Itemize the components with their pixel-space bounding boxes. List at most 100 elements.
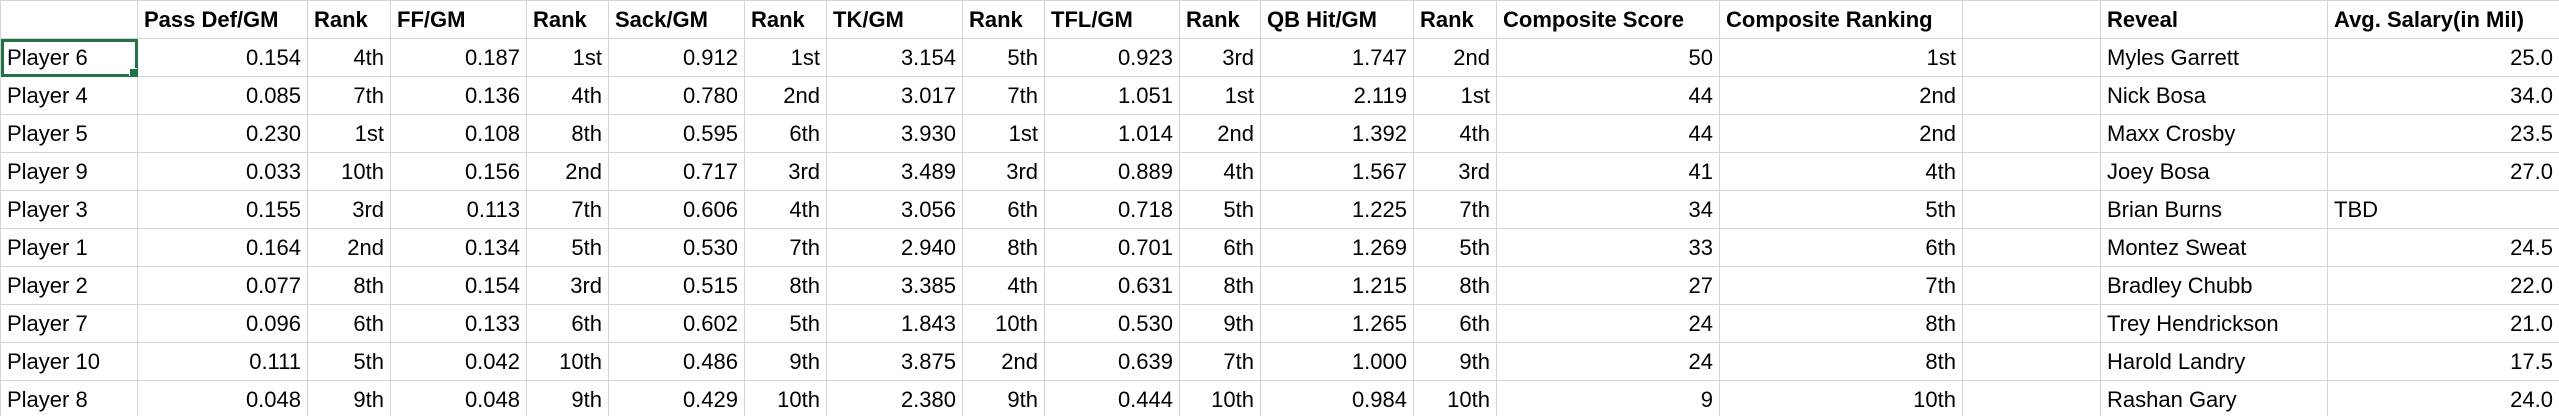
table-cell[interactable]: 3.385 bbox=[826, 266, 963, 305]
table-cell[interactable]: 3.875 bbox=[826, 342, 963, 381]
table-cell[interactable] bbox=[1962, 76, 2101, 115]
table-cell[interactable] bbox=[1962, 190, 2101, 229]
table-cell[interactable]: 7th bbox=[526, 190, 609, 229]
table-cell[interactable]: 0.134 bbox=[390, 228, 527, 267]
table-cell[interactable]: Montez Sweat bbox=[2100, 228, 2328, 267]
header-cell[interactable]: Reveal bbox=[2100, 0, 2328, 39]
table-cell[interactable]: 24 bbox=[1496, 342, 1720, 381]
table-cell[interactable]: 0.113 bbox=[390, 190, 527, 229]
table-cell[interactable]: 0.048 bbox=[137, 380, 308, 416]
table-cell[interactable]: 0.111 bbox=[137, 342, 308, 381]
table-cell[interactable]: 7th bbox=[1179, 342, 1261, 381]
table-cell[interactable]: Brian Burns bbox=[2100, 190, 2328, 229]
table-cell[interactable]: 0.155 bbox=[137, 190, 308, 229]
table-cell[interactable]: 9th bbox=[1179, 304, 1261, 343]
table-cell[interactable]: 7th bbox=[962, 76, 1045, 115]
table-cell[interactable]: Trey Hendrickson bbox=[2100, 304, 2328, 343]
table-cell[interactable]: 24 bbox=[1496, 304, 1720, 343]
table-cell[interactable]: 1.051 bbox=[1044, 76, 1180, 115]
table-cell[interactable]: 0.048 bbox=[390, 380, 527, 416]
table-cell[interactable]: 0.606 bbox=[608, 190, 745, 229]
table-cell[interactable]: 8th bbox=[744, 266, 827, 305]
table-cell[interactable]: 8th bbox=[962, 228, 1045, 267]
table-cell[interactable]: 5th bbox=[744, 304, 827, 343]
table-cell[interactable]: 7th bbox=[1719, 266, 1963, 305]
table-cell[interactable]: 9th bbox=[1413, 342, 1497, 381]
header-cell[interactable]: TK/GM bbox=[826, 0, 963, 39]
table-cell[interactable]: 0.042 bbox=[390, 342, 527, 381]
table-cell[interactable] bbox=[1962, 266, 2101, 305]
table-cell[interactable]: Player 5 bbox=[0, 114, 138, 153]
table-cell[interactable]: 0.444 bbox=[1044, 380, 1180, 416]
table-cell[interactable]: 0.136 bbox=[390, 76, 527, 115]
table-cell[interactable]: 1st bbox=[1413, 76, 1497, 115]
table-cell[interactable]: 0.631 bbox=[1044, 266, 1180, 305]
table-cell[interactable]: 0.530 bbox=[608, 228, 745, 267]
table-cell[interactable]: Player 3 bbox=[0, 190, 138, 229]
table-cell[interactable]: 21.0 bbox=[2327, 304, 2559, 343]
table-cell[interactable]: 9th bbox=[744, 342, 827, 381]
table-cell[interactable]: 3rd bbox=[962, 152, 1045, 191]
table-cell[interactable]: 0.639 bbox=[1044, 342, 1180, 381]
table-cell[interactable]: 6th bbox=[1179, 228, 1261, 267]
table-cell[interactable]: 2.119 bbox=[1260, 76, 1414, 115]
table-cell[interactable] bbox=[1962, 342, 2101, 381]
table-cell[interactable]: 1.265 bbox=[1260, 304, 1414, 343]
table-cell[interactable]: 27.0 bbox=[2327, 152, 2559, 191]
table-cell[interactable]: 3.930 bbox=[826, 114, 963, 153]
table-cell[interactable]: Player 4 bbox=[0, 76, 138, 115]
table-cell[interactable]: 6th bbox=[307, 304, 391, 343]
table-cell[interactable] bbox=[1962, 380, 2101, 416]
table-cell[interactable]: 2nd bbox=[526, 152, 609, 191]
table-cell[interactable]: 0.096 bbox=[137, 304, 308, 343]
table-cell[interactable]: 0.164 bbox=[137, 228, 308, 267]
table-cell[interactable]: 4th bbox=[307, 38, 391, 77]
table-cell[interactable]: 27 bbox=[1496, 266, 1720, 305]
table-cell[interactable]: 3rd bbox=[526, 266, 609, 305]
table-cell[interactable]: 3rd bbox=[744, 152, 827, 191]
table-cell[interactable] bbox=[1962, 152, 2101, 191]
table-cell[interactable]: 7th bbox=[744, 228, 827, 267]
table-cell[interactable]: Rashan Gary bbox=[2100, 380, 2328, 416]
table-cell[interactable]: 7th bbox=[307, 76, 391, 115]
table-cell[interactable]: Joey Bosa bbox=[2100, 152, 2328, 191]
table-cell[interactable]: 8th bbox=[1413, 266, 1497, 305]
header-cell[interactable]: Sack/GM bbox=[608, 0, 745, 39]
table-cell[interactable]: 0.133 bbox=[390, 304, 527, 343]
table-cell[interactable]: 0.912 bbox=[608, 38, 745, 77]
table-cell[interactable]: 5th bbox=[1719, 190, 1963, 229]
table-cell[interactable]: 3.017 bbox=[826, 76, 963, 115]
header-cell[interactable]: Rank bbox=[962, 0, 1045, 39]
header-cell[interactable]: Rank bbox=[744, 0, 827, 39]
table-cell[interactable]: 24.5 bbox=[2327, 228, 2559, 267]
table-cell[interactable]: 44 bbox=[1496, 114, 1720, 153]
table-cell[interactable]: 1.392 bbox=[1260, 114, 1414, 153]
header-cell[interactable]: Rank bbox=[526, 0, 609, 39]
table-cell[interactable]: 0.530 bbox=[1044, 304, 1180, 343]
table-cell[interactable]: 2nd bbox=[1719, 76, 1963, 115]
table-cell[interactable]: 1st bbox=[1719, 38, 1963, 77]
table-cell[interactable]: 9th bbox=[962, 380, 1045, 416]
table-cell[interactable]: 9th bbox=[526, 380, 609, 416]
table-cell[interactable]: Maxx Crosby bbox=[2100, 114, 2328, 153]
table-cell[interactable]: 0.486 bbox=[608, 342, 745, 381]
header-cell[interactable]: Rank bbox=[1179, 0, 1261, 39]
header-cell[interactable] bbox=[1962, 0, 2101, 39]
header-cell[interactable]: QB Hit/GM bbox=[1260, 0, 1414, 39]
table-cell[interactable]: Player 2 bbox=[0, 266, 138, 305]
table-cell[interactable]: Player 9 bbox=[0, 152, 138, 191]
table-cell[interactable]: 10th bbox=[962, 304, 1045, 343]
table-cell[interactable]: 1st bbox=[307, 114, 391, 153]
table-cell[interactable] bbox=[1962, 228, 2101, 267]
table-cell[interactable]: 1st bbox=[1179, 76, 1261, 115]
table-cell[interactable]: 5th bbox=[1179, 190, 1261, 229]
table-cell[interactable]: 10th bbox=[744, 380, 827, 416]
table-cell[interactable]: 7th bbox=[1413, 190, 1497, 229]
table-cell[interactable]: Myles Garrett bbox=[2100, 38, 2328, 77]
table-cell[interactable]: 0.602 bbox=[608, 304, 745, 343]
table-cell[interactable]: Bradley Chubb bbox=[2100, 266, 2328, 305]
table-cell[interactable]: 3.056 bbox=[826, 190, 963, 229]
table-cell[interactable]: 5th bbox=[526, 228, 609, 267]
table-cell[interactable]: Player 7 bbox=[0, 304, 138, 343]
table-cell[interactable]: Player 1 bbox=[0, 228, 138, 267]
